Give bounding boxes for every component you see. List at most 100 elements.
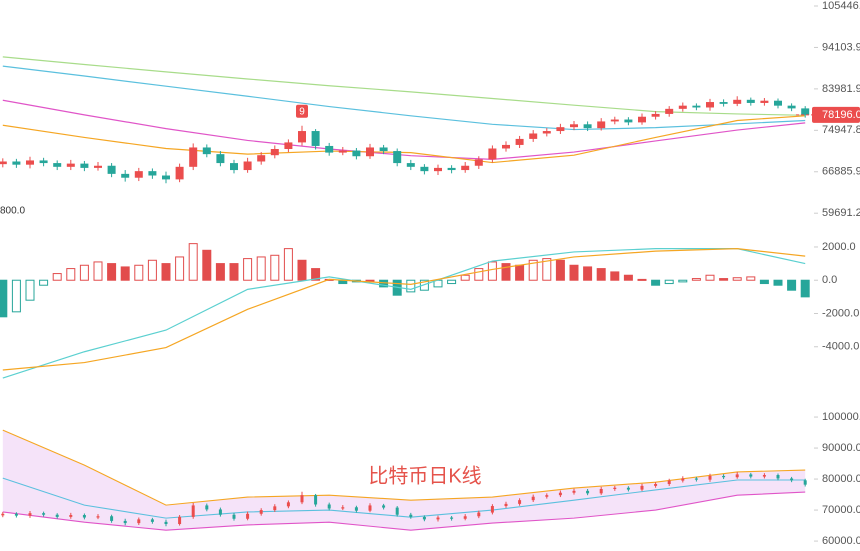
macd-bar	[79, 264, 89, 281]
candle-body	[94, 165, 102, 168]
chart-title: 比特币日K线	[368, 464, 481, 487]
candle-body	[202, 147, 211, 155]
macd-bar	[283, 248, 293, 281]
macd-bar	[93, 261, 103, 281]
mini-candle-body	[395, 507, 399, 515]
mini-candle-body	[246, 513, 250, 519]
mini-candle-body	[762, 475, 766, 477]
mini-candle-body	[572, 490, 576, 493]
macd-bar	[637, 278, 647, 281]
macd-bar	[759, 279, 769, 285]
macd-bar	[107, 263, 117, 281]
macd-line	[2, 248, 806, 371]
y-tick-label: 83981.9	[822, 83, 860, 95]
candle-body	[774, 100, 782, 106]
mini-candle-body	[137, 519, 141, 524]
candle-body	[189, 147, 198, 167]
macd-bar	[52, 273, 62, 281]
mini-candle-body	[368, 505, 372, 511]
macd-line	[2, 248, 806, 379]
mini-candle-body	[55, 514, 59, 517]
candle-body	[447, 167, 456, 171]
candle-body	[692, 105, 701, 108]
mini-candle-body	[518, 500, 522, 504]
mini-candle-body	[300, 495, 304, 503]
candle-body	[420, 166, 429, 172]
macd-bar	[188, 243, 198, 281]
macd-bar	[175, 256, 185, 281]
candle-body	[406, 163, 415, 167]
moving-average	[2, 56, 806, 116]
macd-bar	[406, 279, 416, 293]
mini-candle-body	[586, 490, 590, 494]
y-tick-label: 60000.0	[822, 535, 860, 547]
candle-body	[66, 163, 75, 167]
mini-candle-body	[232, 514, 236, 519]
y-tick-label: 2000.0	[822, 241, 856, 253]
macd-bar	[66, 268, 76, 281]
band-fill	[2, 430, 806, 531]
candle-body	[311, 131, 320, 146]
mini-candle-body	[749, 474, 753, 477]
y-tick-label: 59691.2	[822, 207, 860, 219]
macd-bar	[297, 259, 307, 281]
mini-candle-body	[354, 507, 358, 511]
mini-candle-body	[803, 480, 807, 485]
mini-candle-body	[735, 474, 739, 478]
candle-body	[134, 171, 143, 178]
candle-body	[107, 165, 116, 174]
mini-candle-body	[96, 516, 100, 518]
candle-body	[760, 100, 769, 103]
left-label: 800.0	[0, 206, 25, 217]
mini-candle-body	[531, 496, 535, 501]
candle-body	[0, 161, 7, 165]
macd-bar	[569, 264, 579, 281]
mini-candle-body	[694, 478, 698, 480]
macd-bar	[474, 268, 484, 281]
macd-bar	[365, 279, 375, 282]
candle-body	[366, 147, 374, 157]
mini-candle-body	[191, 505, 195, 517]
mini-candle-body	[178, 516, 182, 525]
mini-candle-body	[259, 510, 263, 514]
candle-body	[502, 144, 510, 149]
mini-candle-body	[558, 492, 562, 496]
macd-bar	[773, 279, 783, 286]
mini-candle-body	[640, 485, 644, 490]
macd-bar	[542, 258, 552, 281]
candle-body	[121, 173, 130, 178]
mini-candle-body	[382, 505, 386, 508]
macd-bar	[528, 259, 538, 281]
candle-body	[488, 148, 497, 160]
candle-body	[651, 113, 660, 117]
mini-candle-body	[667, 480, 671, 485]
candle-body	[284, 142, 293, 150]
y-tick-label: -2000.0	[822, 307, 859, 319]
mini-candle-body	[409, 514, 413, 517]
candle-body	[434, 167, 442, 172]
candle-body	[243, 161, 252, 171]
y-tick-label: 100000.0	[822, 411, 860, 423]
mini-candle-body	[42, 513, 46, 515]
candle-body	[393, 151, 402, 164]
macd-bar	[134, 264, 144, 281]
bollinger-line	[2, 491, 806, 531]
moving-average	[2, 99, 806, 160]
candle-body	[270, 149, 279, 156]
mini-candle-body	[626, 487, 630, 490]
candle-body	[80, 163, 89, 168]
last-price-label: 78196.0	[822, 109, 860, 121]
mini-candle-body	[123, 520, 127, 524]
y-tick-label: 80000.0	[822, 473, 860, 485]
macd-bar	[202, 249, 212, 281]
y-tick-label: 94103.9	[822, 41, 860, 53]
candle-body	[733, 99, 742, 104]
macd-bar	[39, 279, 49, 286]
mini-candle-body	[205, 505, 209, 510]
candle-body	[39, 160, 48, 164]
mini-candle-body	[776, 475, 780, 479]
candle-body	[678, 105, 687, 109]
macd-bar	[25, 279, 35, 301]
candle-body	[542, 131, 551, 134]
candle-body	[257, 155, 266, 162]
